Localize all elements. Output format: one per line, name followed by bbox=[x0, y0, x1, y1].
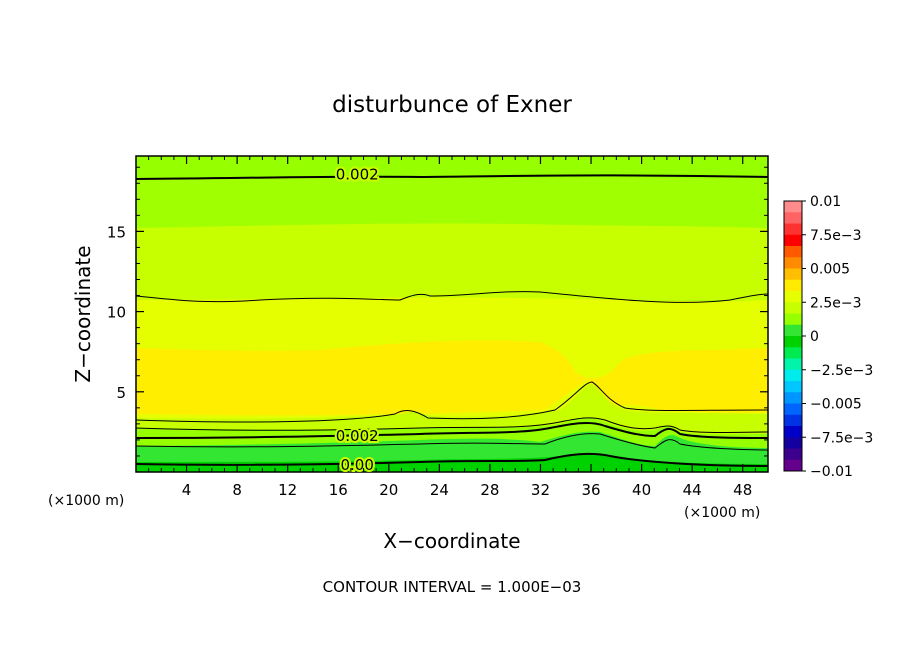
colorbar-swatch bbox=[784, 403, 802, 416]
colorbar-swatch bbox=[784, 414, 802, 427]
y-axis-label: Z−coordinate bbox=[71, 245, 95, 382]
colorbar-label: 2.5e−3 bbox=[810, 295, 862, 311]
colorbar-swatch bbox=[784, 448, 802, 461]
colorbar-swatch bbox=[784, 358, 802, 371]
y-tick-label: 5 bbox=[116, 384, 126, 402]
x-tick-label: 44 bbox=[683, 481, 702, 499]
contour-interval-note: CONTOUR INTERVAL = 1.000E−03 bbox=[323, 578, 582, 596]
colorbar-swatch bbox=[784, 426, 802, 438]
colorbar-swatch bbox=[784, 381, 802, 393]
y-tick-label: 10 bbox=[107, 304, 126, 322]
colorbar-label: 0.005 bbox=[810, 262, 850, 278]
contour-line bbox=[136, 452, 768, 467]
colorbar-swatch bbox=[784, 313, 802, 326]
colorbar-swatch bbox=[784, 212, 802, 224]
contour-line bbox=[136, 381, 768, 423]
contour-line bbox=[136, 433, 768, 451]
band-upper bbox=[136, 223, 768, 300]
contour-line bbox=[136, 291, 768, 303]
colorbar-swatch bbox=[784, 347, 802, 359]
colorbar-swatch bbox=[784, 246, 802, 258]
colorbar-swatch bbox=[784, 257, 802, 269]
x-tick-label: 12 bbox=[278, 481, 297, 499]
contour-label: 0.002 bbox=[336, 427, 379, 445]
y-tick-label: 15 bbox=[107, 223, 126, 241]
contour-line bbox=[136, 421, 768, 439]
colorbar: 0.01 7.5e−3 0.005 2.5e−3 0 −2.5e−3 −0.005 −7.5e… bbox=[783, 194, 873, 480]
colorbar-label: −2.5e−3 bbox=[810, 363, 873, 379]
y-axis: 5 10 15 bbox=[107, 166, 768, 457]
colorbar-swatch bbox=[784, 291, 802, 303]
x-tick-label: 28 bbox=[480, 481, 499, 499]
contour-label: 0.002 bbox=[336, 166, 379, 184]
colorbar-swatch bbox=[784, 201, 802, 213]
colorbar-label: 7.5e−3 bbox=[810, 228, 862, 244]
x-unit-left: (×1000 m) bbox=[48, 493, 124, 509]
colorbar-label: 0.01 bbox=[810, 194, 841, 210]
contour-line bbox=[136, 174, 768, 180]
colorbar-swatch bbox=[784, 392, 802, 404]
colorbar-swatch bbox=[784, 268, 802, 281]
colorbar-swatch bbox=[784, 279, 802, 292]
x-tick-label: 16 bbox=[329, 481, 348, 499]
chart-title: disturbunce of Exner bbox=[332, 92, 572, 118]
colorbar-swatch bbox=[784, 369, 802, 382]
contour-label-group: 0.002 0.002 0.00 bbox=[334, 164, 381, 476]
colorbar-swatch bbox=[784, 459, 802, 472]
colorbar-swatch bbox=[784, 234, 802, 247]
colorbar-label: −7.5e−3 bbox=[810, 430, 873, 446]
x-tick-label: 48 bbox=[733, 481, 752, 499]
colorbar-swatch bbox=[784, 336, 802, 348]
colorbar-label: 0 bbox=[810, 329, 819, 345]
colorbar-swatch bbox=[784, 324, 802, 337]
x-tick-label: 8 bbox=[232, 481, 242, 499]
contour-line bbox=[136, 417, 768, 433]
colorbar-label: −0.01 bbox=[810, 464, 853, 480]
x-tick-label: 20 bbox=[379, 481, 398, 499]
x-axis: 4 8 12 16 20 24 28 32 36 40 44 48 bbox=[148, 156, 756, 499]
colorbar-label: −0.005 bbox=[810, 397, 862, 413]
x-axis-label: X−coordinate bbox=[383, 529, 520, 553]
colorbar-swatch bbox=[784, 302, 802, 314]
band-top-edge bbox=[136, 156, 768, 178]
colorbar-swatch bbox=[784, 437, 802, 449]
colorbar-swatch bbox=[784, 223, 802, 236]
band-core bbox=[136, 340, 768, 416]
x-tick-label: 32 bbox=[531, 481, 550, 499]
plot-area bbox=[136, 156, 768, 472]
band-surface bbox=[136, 453, 768, 472]
x-tick-label: 40 bbox=[632, 481, 651, 499]
contour-label: 0.00 bbox=[340, 456, 373, 474]
x-unit-right: (×1000 m) bbox=[684, 505, 760, 521]
x-tick-label: 24 bbox=[430, 481, 449, 499]
x-tick-label: 36 bbox=[581, 481, 600, 499]
x-tick-label: 4 bbox=[182, 481, 192, 499]
